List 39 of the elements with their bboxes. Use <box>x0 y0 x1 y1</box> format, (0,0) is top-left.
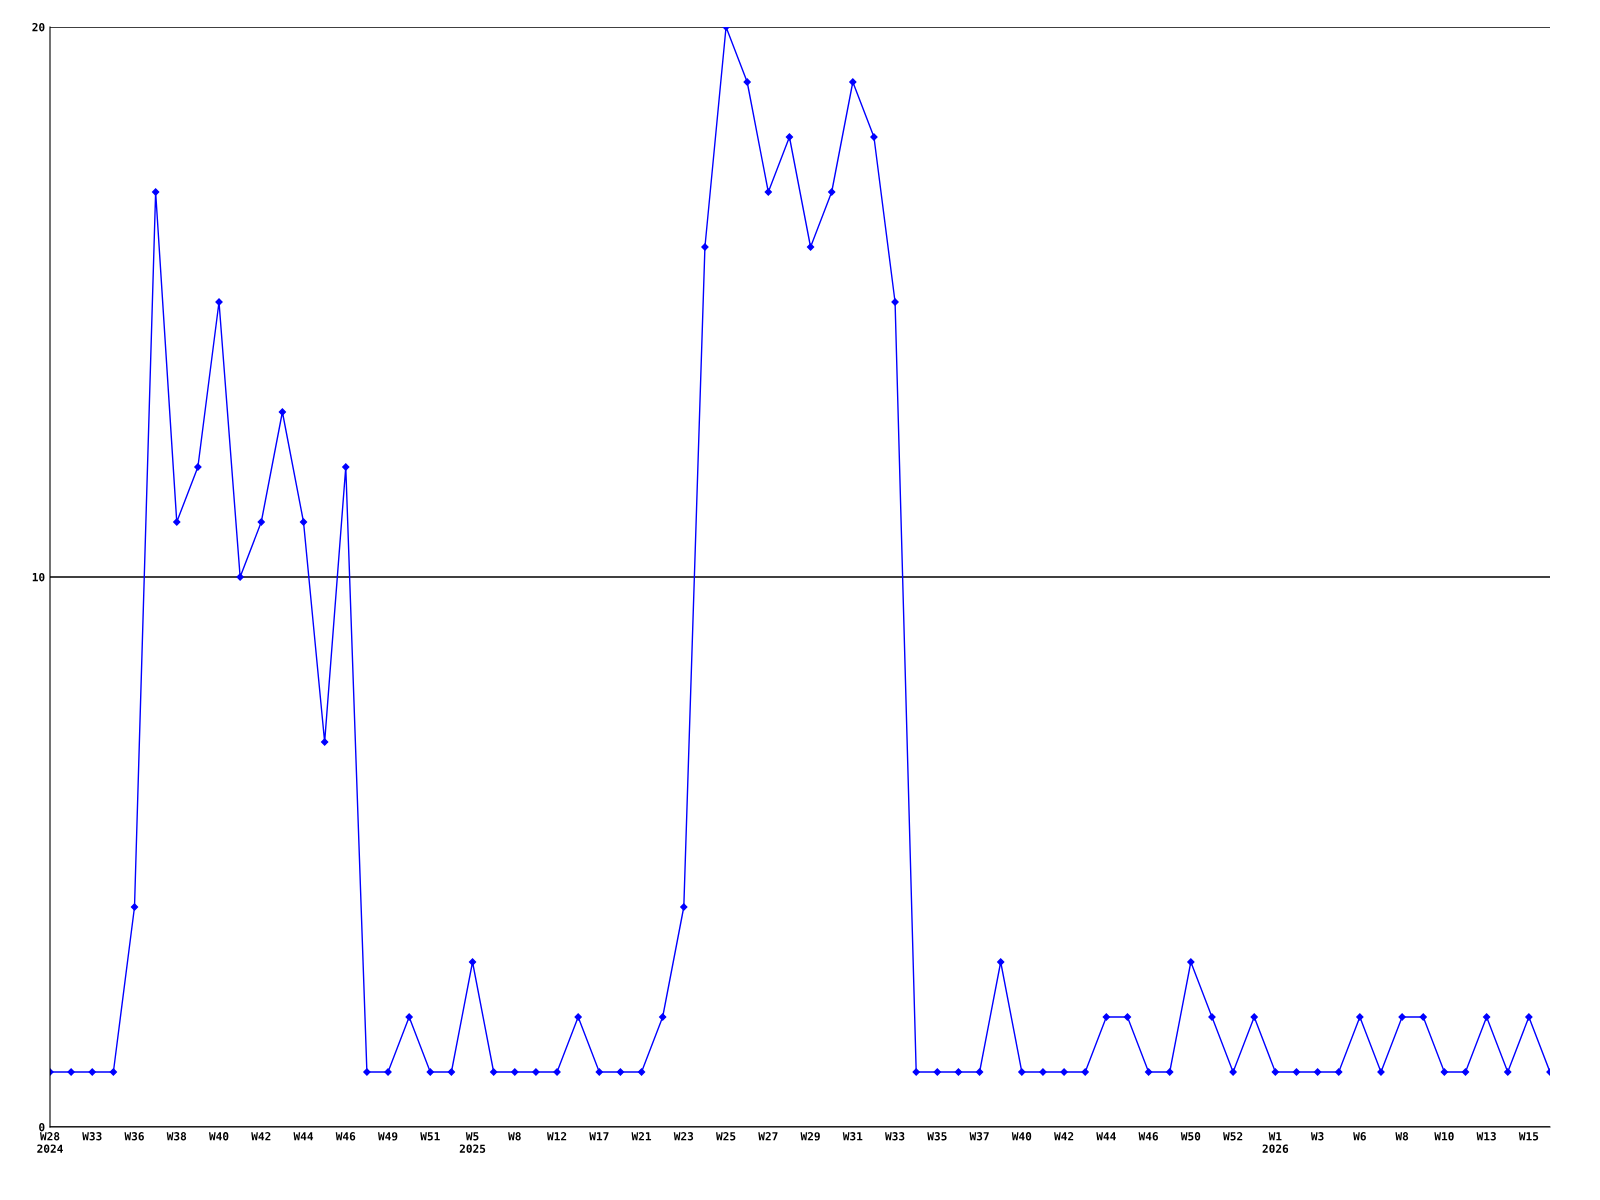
x-tick-label: W23 <box>673 1132 694 1141</box>
y-tick-label: 0 <box>39 1122 45 1132</box>
y-tick-label: 20 <box>32 22 45 32</box>
x-tick-label: W17 <box>589 1132 609 1141</box>
x-tick-label: W28 2024 <box>37 1132 63 1153</box>
x-tick-label: W36 <box>124 1132 144 1141</box>
x-tick-label: W42 <box>251 1132 271 1141</box>
x-tick-label: W25 <box>716 1132 736 1141</box>
x-tick-label: W40 <box>1011 1132 1032 1141</box>
x-tick-label: W8 <box>1395 1132 1409 1141</box>
x-tick-label: W13 <box>1476 1132 1496 1141</box>
x-tick-label: W27 <box>758 1132 778 1141</box>
x-tick-label: W6 <box>1353 1132 1366 1141</box>
x-tick-label: W33 <box>82 1132 102 1141</box>
x-tick-label: W29 <box>800 1132 820 1141</box>
x-tick-label: W15 <box>1518 1132 1539 1141</box>
x-tick-label: W49 <box>377 1132 398 1141</box>
x-tick-label: W51 <box>420 1132 440 1141</box>
x-tick-label: W38 <box>166 1132 187 1141</box>
x-tick-label: W40 <box>208 1132 229 1141</box>
x-tick-label: W12 <box>547 1132 567 1141</box>
x-tick-label: W5 2025 <box>459 1132 486 1153</box>
x-tick-label: W35 <box>927 1132 947 1141</box>
x-tick-label: W33 <box>885 1132 905 1141</box>
x-tick-label: W3 <box>1310 1132 1324 1141</box>
x-tick-label: W46 <box>335 1132 356 1141</box>
x-tick-label: W46 <box>1138 1132 1159 1141</box>
x-tick-label: W21 <box>631 1132 652 1141</box>
x-tick-label: W52 <box>1223 1132 1243 1141</box>
x-tick-label: W31 <box>842 1132 863 1141</box>
y-tick-label: 10 <box>32 572 45 582</box>
x-tick-label: W37 <box>969 1132 989 1141</box>
x-tick-label: W50 <box>1180 1132 1201 1141</box>
x-tick-label: W1 2026 <box>1262 1132 1289 1153</box>
x-tick-label: W44 <box>1096 1132 1116 1141</box>
x-tick-label: W44 <box>293 1132 314 1141</box>
x-tick-label: W10 <box>1434 1132 1454 1141</box>
x-tick-label: W42 <box>1054 1132 1074 1141</box>
x-tick-label: W8 <box>508 1132 521 1141</box>
